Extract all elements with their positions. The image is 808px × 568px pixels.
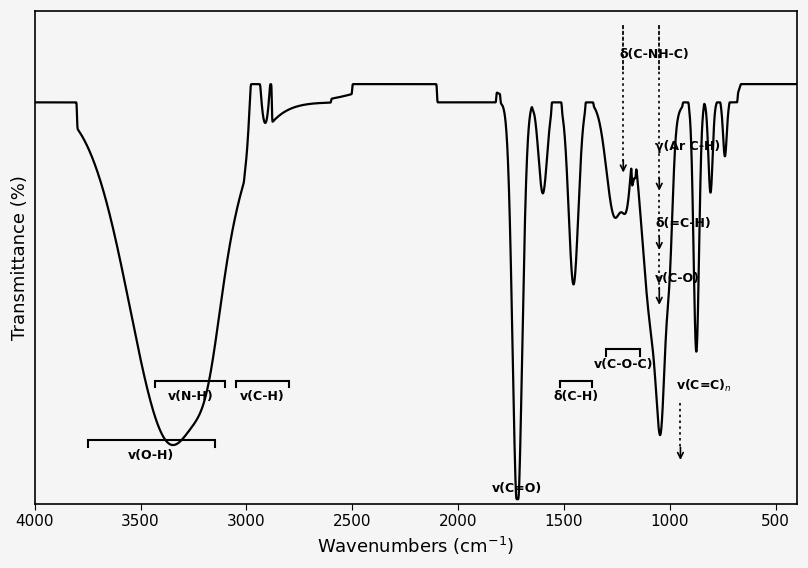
Text: v(C=O): v(C=O) xyxy=(492,482,542,495)
X-axis label: Wavenumbers (cm$^{-1}$): Wavenumbers (cm$^{-1}$) xyxy=(318,535,515,557)
Text: v(C=C)$_n$: v(C=C)$_n$ xyxy=(676,378,732,394)
Text: v(C-H): v(C-H) xyxy=(240,390,284,403)
Y-axis label: Transmittance (%): Transmittance (%) xyxy=(11,175,29,340)
Text: v(N-H): v(N-H) xyxy=(167,390,213,403)
Text: v(O-H): v(O-H) xyxy=(128,449,175,462)
Text: δ(C-H): δ(C-H) xyxy=(553,390,598,403)
Text: v(C-O): v(C-O) xyxy=(655,272,700,285)
Text: δ(=C-H): δ(=C-H) xyxy=(655,217,711,230)
Text: v(C-O-C): v(C-O-C) xyxy=(594,358,653,371)
Text: γ(Ar C-H): γ(Ar C-H) xyxy=(655,140,720,153)
Text: δ(C-NH-C): δ(C-NH-C) xyxy=(619,48,688,61)
